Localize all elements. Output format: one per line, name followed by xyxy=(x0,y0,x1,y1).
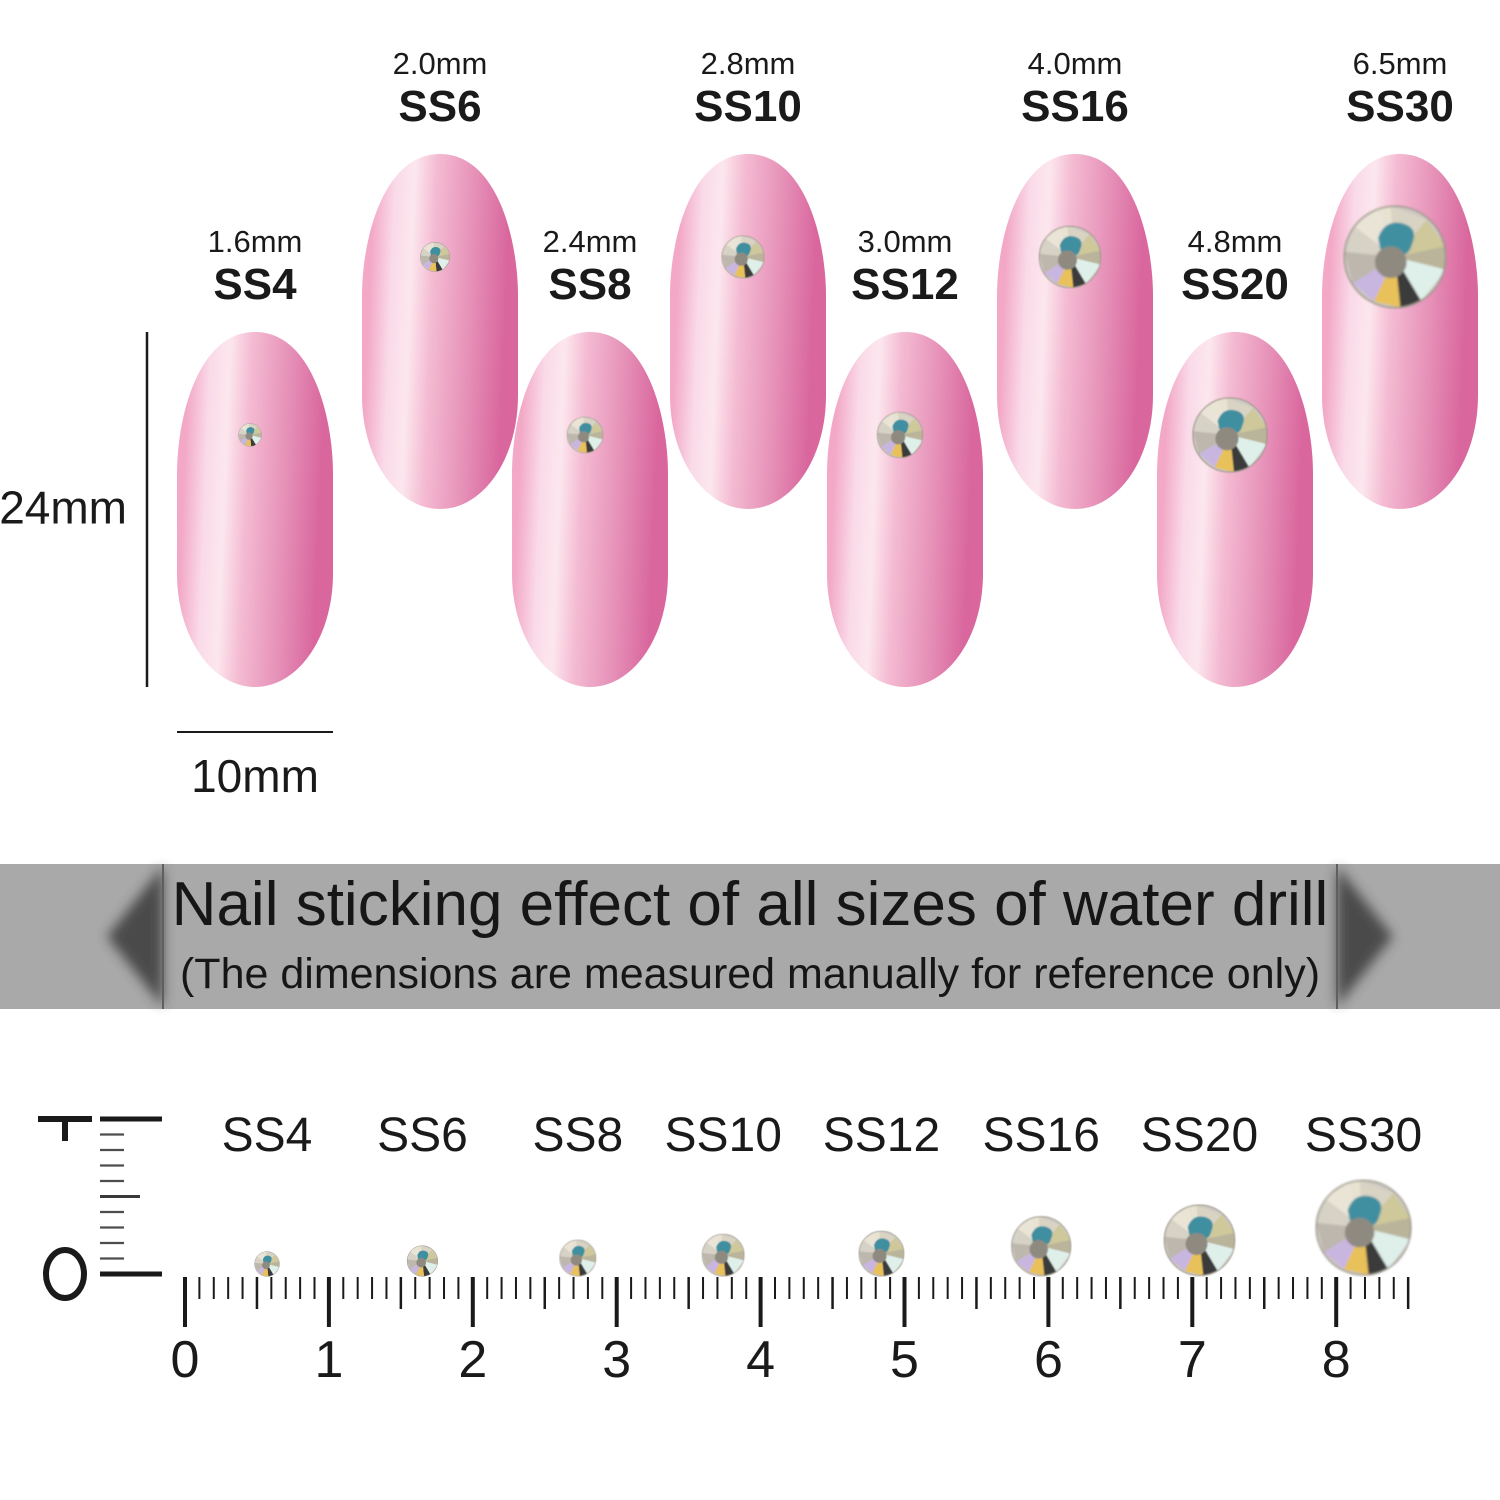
svg-text:Nail sticking effect of all si: Nail sticking effect of all sizes of wat… xyxy=(172,870,1329,939)
svg-text:SS16: SS16 xyxy=(982,1109,1099,1162)
svg-text:SS30: SS30 xyxy=(1305,1109,1422,1162)
svg-text:SS12: SS12 xyxy=(851,260,959,309)
svg-text:4.0mm: 4.0mm xyxy=(1028,46,1123,81)
svg-text:7: 7 xyxy=(1178,1331,1207,1389)
svg-text:3: 3 xyxy=(602,1331,631,1389)
svg-text:4.8mm: 4.8mm xyxy=(1188,224,1283,259)
svg-text:SS4: SS4 xyxy=(222,1109,313,1162)
svg-text:SS12: SS12 xyxy=(823,1109,940,1162)
svg-text:6: 6 xyxy=(1034,1331,1063,1389)
svg-text:8: 8 xyxy=(1322,1331,1351,1389)
svg-text:1: 1 xyxy=(314,1331,343,1389)
svg-text:2: 2 xyxy=(458,1331,487,1389)
svg-text:SS30: SS30 xyxy=(1346,82,1454,131)
svg-text:SS4: SS4 xyxy=(213,260,297,309)
svg-text:0: 0 xyxy=(171,1331,200,1389)
svg-text:2.8mm: 2.8mm xyxy=(701,46,796,81)
svg-text:3.0mm: 3.0mm xyxy=(858,224,953,259)
svg-text:2.0mm: 2.0mm xyxy=(393,46,488,81)
svg-text:SS20: SS20 xyxy=(1181,260,1289,309)
svg-text:1.6mm: 1.6mm xyxy=(208,224,303,259)
svg-text:SS10: SS10 xyxy=(694,82,802,131)
svg-text:SS6: SS6 xyxy=(377,1109,468,1162)
svg-text:SS16: SS16 xyxy=(1021,82,1129,131)
svg-text:SS8: SS8 xyxy=(548,260,631,309)
svg-text:SS20: SS20 xyxy=(1141,1109,1258,1162)
svg-text:SS10: SS10 xyxy=(664,1109,781,1162)
svg-text:24mm: 24mm xyxy=(0,482,127,534)
svg-text:SS8: SS8 xyxy=(532,1109,623,1162)
svg-text:4: 4 xyxy=(746,1331,775,1389)
svg-text:SS6: SS6 xyxy=(398,82,481,131)
svg-text:5: 5 xyxy=(890,1331,919,1389)
svg-text:6.5mm: 6.5mm xyxy=(1353,46,1448,81)
svg-text:10mm: 10mm xyxy=(191,750,319,802)
svg-text:(The dimensions are measured m: (The dimensions are measured manually fo… xyxy=(180,950,1320,998)
svg-text:2.4mm: 2.4mm xyxy=(543,224,638,259)
